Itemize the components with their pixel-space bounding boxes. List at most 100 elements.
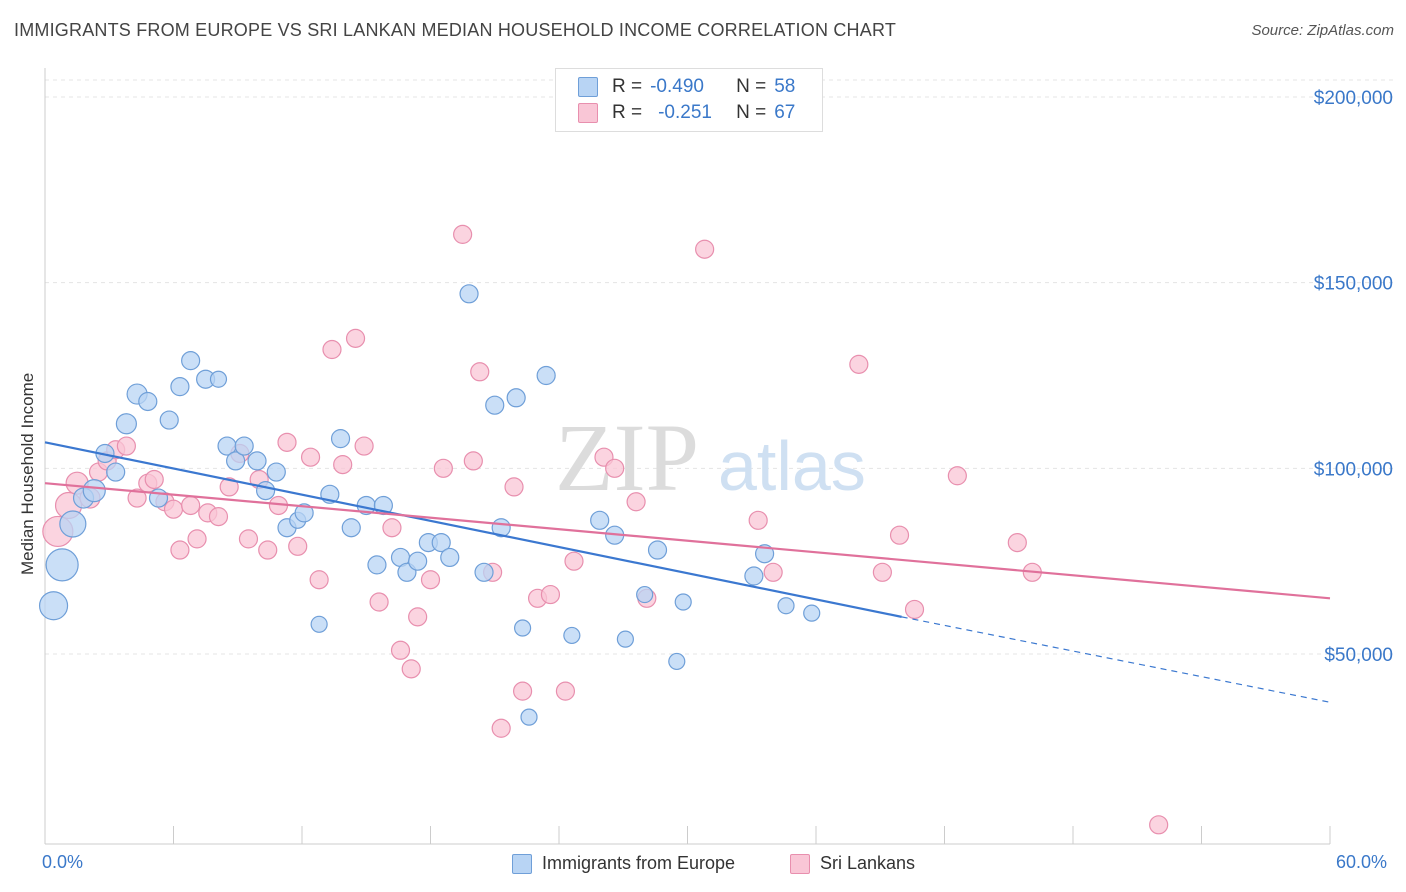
data-point [258,540,278,560]
data-point [354,436,374,456]
data-point [626,492,646,512]
data-point [647,540,668,560]
data-point [520,708,538,726]
data-point [513,619,532,637]
data-point [668,652,686,671]
data-point [322,339,342,360]
data-point [754,544,775,564]
data-point [247,451,267,471]
bottom-legend-srilankan: Sri Lankans [790,853,915,874]
data-point [219,477,239,497]
data-point [431,532,451,553]
sri-lankans-points [42,224,1169,835]
data-point [106,462,126,482]
data-point [310,615,328,633]
legend-swatch-europe [578,77,598,97]
data-point [504,477,524,497]
watermark-atlas: atlas [718,427,866,505]
chart-title: IMMIGRANTS FROM EUROPE VS SRI LANKAN MED… [14,20,897,40]
legend-row-europe: R = -0.490 N = 58 [578,75,795,99]
data-point [369,592,389,612]
legend-r-value: -0.490 [650,76,704,97]
data-point [82,479,106,503]
data-point [116,436,136,456]
data-point [904,599,925,620]
data-point [277,432,297,452]
data-point [341,518,361,538]
legend-r-label: R = [612,76,643,97]
data-point [288,536,308,556]
data-point [695,239,715,259]
data-point [238,529,259,549]
y-tick-label: $200,000 [1314,88,1393,109]
data-point [440,547,460,568]
data-point [45,548,79,582]
trend-line-europe [44,441,902,618]
data-point [144,469,164,490]
data-point [255,481,276,501]
bottom-legend-label-srilankan: Sri Lankans [820,853,916,873]
legend-n-label: N = [736,102,767,123]
data-point [226,451,246,471]
data-point [803,604,821,622]
data-point [763,562,783,582]
legend-n-value: 58 [774,76,796,97]
data-point [181,495,201,516]
immigrants-europe-points [38,284,821,726]
data-point [563,626,581,645]
data-point [330,429,351,449]
data-point [555,681,576,701]
legend-n-value: 67 [774,102,796,123]
data-point [300,447,321,467]
data-point [115,413,137,435]
data-point [408,551,428,571]
data-point [849,354,869,374]
data-point [159,410,179,430]
legend-swatch-srilankan [578,103,598,123]
data-point [170,377,190,397]
bottom-legend-label-europe: Immigrants from Europe [542,853,736,873]
data-point [170,540,190,560]
data-point [872,562,892,582]
data-point [674,593,692,611]
data-point [889,525,910,545]
data-point [463,451,483,471]
data-point [1007,532,1027,553]
y-tick-label: $100,000 [1314,459,1393,480]
data-point [564,551,584,571]
trend-lines [44,441,1331,703]
data-point [748,510,768,530]
data-point [234,436,254,456]
data-point [506,388,526,408]
data-point [512,681,533,701]
data-point [266,462,286,482]
data-point [294,503,314,523]
data-point [38,591,69,621]
legend-r-label: R = [612,102,643,123]
bottom-legend-swatch-srilankan [790,853,810,874]
legend-r-value: -0.251 [658,102,712,123]
y-tick-label: $50,000 [1324,645,1393,666]
data-point [536,365,556,386]
data-point [1149,815,1169,835]
bottom-legend-europe: Immigrants from Europe [512,853,735,874]
x-tick-label-max: 60.0% [1336,852,1388,872]
data-point [777,597,795,615]
data-point [590,510,610,530]
data-point [309,570,329,590]
data-point [459,284,479,304]
data-point [382,518,402,538]
data-point [540,584,561,605]
data-point [333,455,353,475]
data-point [138,391,158,412]
data-point [474,562,494,582]
data-point [187,529,207,549]
data-point [605,458,625,478]
data-point [209,370,228,388]
data-point [453,224,473,244]
data-point [485,395,505,415]
data-point [491,718,511,738]
x-tick-label-min: 0.0% [42,852,84,872]
bottom-legend-swatch-europe [512,853,532,874]
